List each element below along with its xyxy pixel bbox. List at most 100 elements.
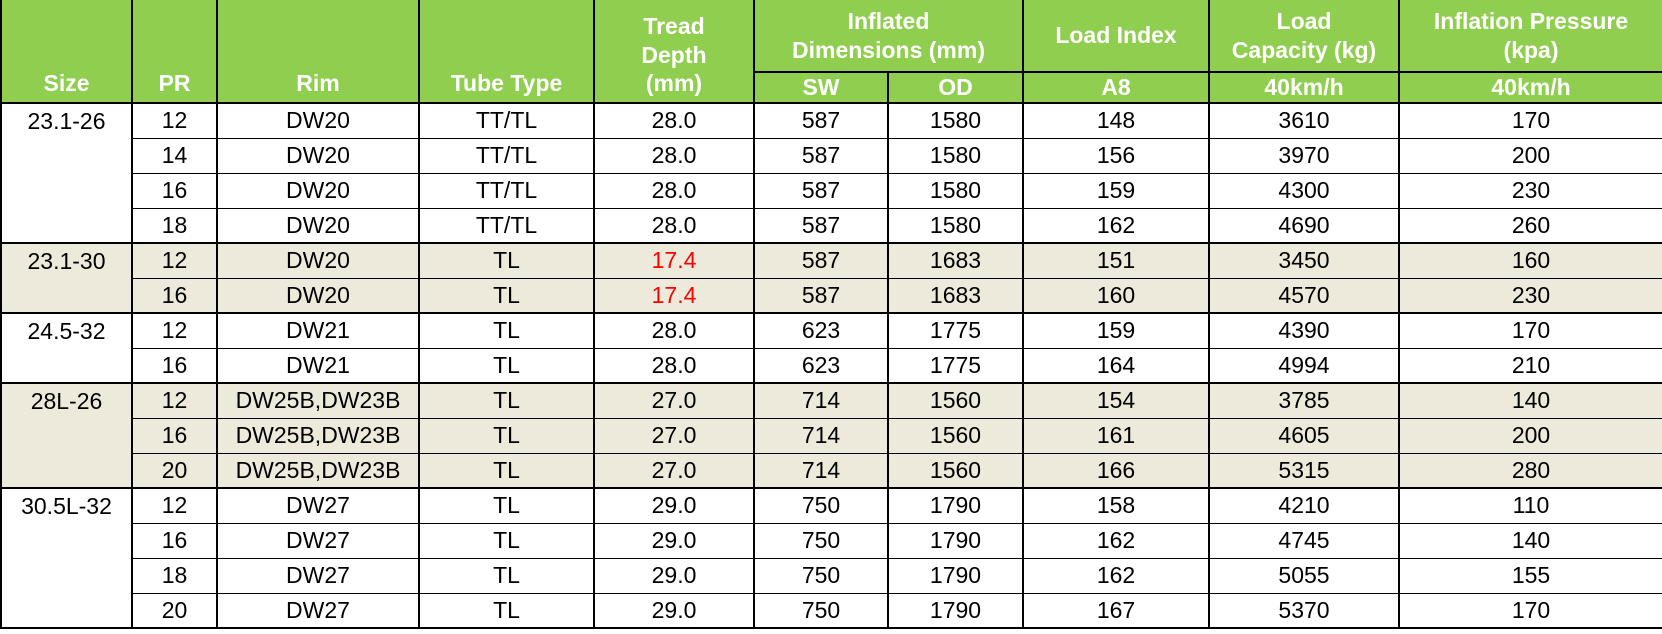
tread-depth-cell: 28.0 — [593, 137, 755, 173]
sw-cell: 714 — [753, 417, 889, 453]
table-row: 18 DW20 TT/TL 28.0 587 1580 162 4690 260 — [1, 207, 1662, 243]
rim-cell: DW27 — [216, 487, 420, 523]
load-capacity-cell: 4570 — [1208, 277, 1401, 313]
table-row: 16 DW20 TL 17.4 587 1683 160 4570 230 — [1, 277, 1662, 313]
tread-depth-cell: 28.0 — [593, 347, 755, 383]
header-load-index: Load Index — [1022, 0, 1211, 73]
header-od: OD — [886, 71, 1025, 104]
rim-cell: DW20 — [216, 172, 420, 208]
pr-cell: 16 — [131, 172, 218, 208]
size-cell: 24.5-32 — [0, 312, 133, 383]
tube-type-cell: TT/TL — [418, 207, 595, 243]
header-load-capacity: Load Capacity (kg) — [1208, 0, 1401, 73]
load-capacity-cell: 5055 — [1208, 557, 1401, 593]
load-capacity-cell: 4745 — [1208, 522, 1401, 558]
size-cell: 23.1-30 — [0, 242, 133, 313]
table-row: 16 DW25B,DW23B TL 27.0 714 1560 161 4605 200 — [1, 417, 1662, 453]
load-index-cell: 158 — [1022, 487, 1211, 523]
od-cell: 1683 — [886, 277, 1025, 313]
rim-cell: DW25B,DW23B — [216, 452, 420, 488]
tread-depth-cell: 28.0 — [593, 312, 755, 348]
pr-cell: 16 — [131, 347, 218, 383]
tube-type-cell: TL — [418, 522, 595, 558]
rim-cell: DW21 — [216, 347, 420, 383]
pr-cell: 12 — [131, 312, 218, 348]
tread-depth-cell: 27.0 — [593, 452, 755, 488]
pr-cell: 14 — [131, 137, 218, 173]
header-size: Size — [0, 0, 133, 104]
od-cell: 1560 — [886, 382, 1025, 418]
tread-depth-cell: 27.0 — [593, 417, 755, 453]
load-index-cell: 159 — [1022, 172, 1211, 208]
load-capacity-cell: 3610 — [1208, 102, 1401, 138]
table-row: 20 DW25B,DW23B TL 27.0 714 1560 166 5315 280 — [1, 452, 1662, 488]
inflation-pressure-cell: 280 — [1398, 452, 1662, 488]
sw-cell: 587 — [753, 277, 889, 313]
table-row: 20 DW27 TL 29.0 750 1790 167 5370 170 — [1, 592, 1662, 628]
sw-cell: 750 — [753, 487, 889, 523]
pr-cell: 18 — [131, 557, 218, 593]
tube-type-cell: TL — [418, 417, 595, 453]
load-capacity-cell: 3970 — [1208, 137, 1401, 173]
inflation-pressure-cell: 140 — [1398, 382, 1662, 418]
od-cell: 1775 — [886, 347, 1025, 383]
load-index-cell: 162 — [1022, 522, 1211, 558]
inflation-pressure-cell: 155 — [1398, 557, 1662, 593]
tread-depth-cell: 28.0 — [593, 207, 755, 243]
header-sw: SW — [753, 71, 889, 104]
inflation-pressure-cell: 140 — [1398, 522, 1662, 558]
pr-cell: 12 — [131, 102, 218, 138]
header-inflation-pressure-sub: 40km/h — [1398, 71, 1662, 104]
tube-type-cell: TL — [418, 592, 595, 628]
table-row: 16 DW27 TL 29.0 750 1790 162 4745 140 — [1, 522, 1662, 558]
inflation-pressure-cell: 200 — [1398, 417, 1662, 453]
header-tread-depth: Tread Depth (mm) — [593, 0, 755, 104]
inflation-pressure-cell: 160 — [1398, 242, 1662, 278]
inflation-pressure-cell: 230 — [1398, 277, 1662, 313]
tread-depth-cell: 17.4 — [593, 242, 755, 278]
inflation-pressure-cell: 260 — [1398, 207, 1662, 243]
table-row: 16 DW20 TT/TL 28.0 587 1580 159 4300 230 — [1, 172, 1662, 208]
sw-cell: 587 — [753, 172, 889, 208]
inflation-pressure-cell: 170 — [1398, 102, 1662, 138]
load-capacity-cell: 4210 — [1208, 487, 1401, 523]
tread-depth-cell: 27.0 — [593, 382, 755, 418]
sw-cell: 587 — [753, 207, 889, 243]
inflation-pressure-cell: 230 — [1398, 172, 1662, 208]
od-cell: 1560 — [886, 452, 1025, 488]
od-cell: 1580 — [886, 207, 1025, 243]
sw-cell: 750 — [753, 557, 889, 593]
od-cell: 1560 — [886, 417, 1025, 453]
rim-cell: DW25B,DW23B — [216, 382, 420, 418]
sw-cell: 714 — [753, 382, 889, 418]
table-header: Size PR Rim Tube Type Tread Depth (mm) I… — [0, 0, 1662, 104]
load-index-cell: 166 — [1022, 452, 1211, 488]
tube-type-cell: TL — [418, 312, 595, 348]
tread-depth-cell: 29.0 — [593, 592, 755, 628]
pr-cell: 16 — [131, 417, 218, 453]
tread-depth-cell: 17.4 — [593, 277, 755, 313]
tube-type-cell: TT/TL — [418, 172, 595, 208]
rim-cell: DW20 — [216, 242, 420, 278]
sw-cell: 623 — [753, 347, 889, 383]
rim-cell: DW25B,DW23B — [216, 417, 420, 453]
tube-type-cell: TL — [418, 347, 595, 383]
pr-cell: 12 — [131, 242, 218, 278]
rim-cell: DW27 — [216, 557, 420, 593]
load-index-cell: 167 — [1022, 592, 1211, 628]
od-cell: 1683 — [886, 242, 1025, 278]
rim-cell: DW27 — [216, 522, 420, 558]
rim-cell: DW20 — [216, 277, 420, 313]
pr-cell: 12 — [131, 487, 218, 523]
load-capacity-cell: 4605 — [1208, 417, 1401, 453]
load-index-cell: 159 — [1022, 312, 1211, 348]
load-capacity-cell: 4994 — [1208, 347, 1401, 383]
sw-cell: 587 — [753, 137, 889, 173]
tread-depth-cell: 28.0 — [593, 102, 755, 138]
load-index-cell: 148 — [1022, 102, 1211, 138]
header-row-sub: SW OD A8 40km/h 40km/h — [1, 71, 1662, 104]
header-inflated-dimensions: Inflated Dimensions (mm) — [752, 0, 1025, 73]
header-row-main: Size PR Rim Tube Type Tread Depth (mm) I… — [0, 0, 1662, 104]
